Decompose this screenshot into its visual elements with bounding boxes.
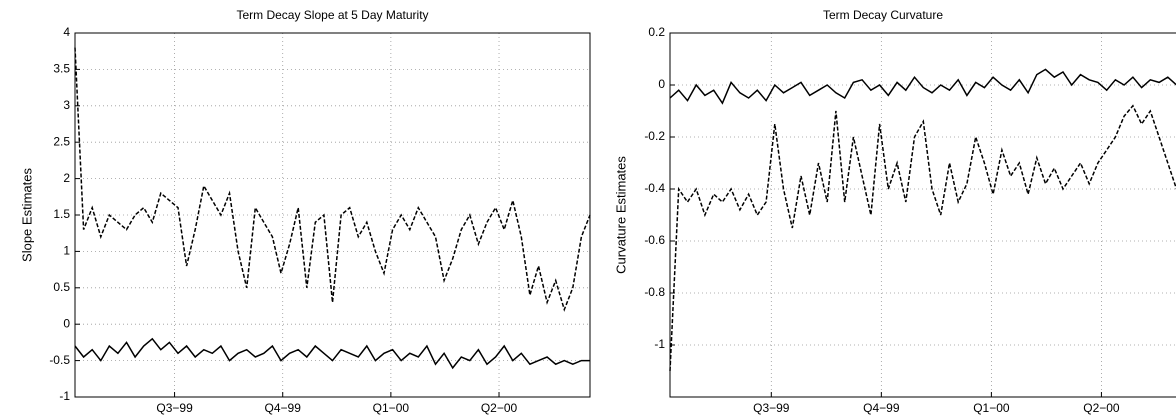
y-tick-label: -0.5 (49, 353, 70, 367)
x-tick-label: Q2−00 (481, 401, 518, 415)
y-tick-label: 2 (63, 171, 70, 185)
y-tick-label: 0 (63, 316, 70, 330)
y-axis-label: Slope Estimates (19, 168, 34, 262)
y-tick-label: 0.5 (53, 280, 70, 294)
y-tick-label: 0.2 (648, 25, 665, 39)
y-tick-label: 3.5 (53, 62, 70, 76)
y-tick-label: -1 (654, 337, 665, 351)
plot-frame (74, 32, 591, 398)
y-tick-label: 1 (63, 244, 70, 258)
y-tick-label: -0.4 (644, 181, 665, 195)
x-tick-label: Q3−99 (753, 401, 790, 415)
y-tick-label: -0.6 (644, 233, 665, 247)
y-tick-label: 2.5 (53, 134, 70, 148)
chart-title: Term Decay Curvature (823, 8, 943, 22)
plot-frame (669, 32, 1176, 398)
y-tick-label: -0.2 (644, 129, 665, 143)
x-tick-label: Q1−00 (973, 401, 1010, 415)
x-tick-label: Q4−99 (265, 401, 302, 415)
y-tick-label: 3 (63, 98, 70, 112)
y-axis-label: Curvature Estimates (613, 156, 628, 274)
x-tick-label: Q1−00 (373, 401, 410, 415)
y-tick-label: 1.5 (53, 207, 70, 221)
y-tick-label: -0.8 (644, 285, 665, 299)
y-tick-label: 0 (658, 77, 665, 91)
x-tick-label: Q3−99 (156, 401, 193, 415)
data-line (74, 337, 590, 370)
data-line (74, 47, 591, 312)
x-tick-label: Q2−00 (1083, 401, 1120, 415)
chart-title: Term Decay Slope at 5 Day Maturity (236, 8, 428, 22)
y-tick-label: -1 (59, 389, 70, 403)
x-tick-label: Q4−99 (863, 401, 900, 415)
y-tick-label: 4 (63, 25, 70, 39)
data-line (669, 68, 1176, 105)
data-line (669, 104, 1176, 372)
